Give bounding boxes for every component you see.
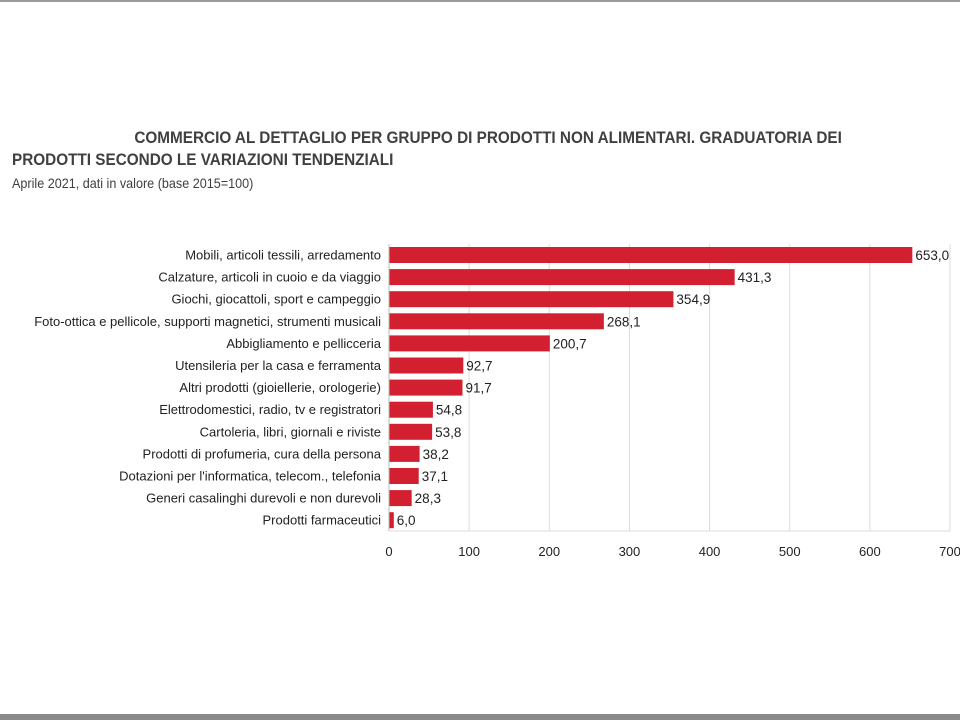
value-label: 92,7 bbox=[466, 359, 492, 374]
x-tick-label: 200 bbox=[538, 544, 560, 559]
x-tick-label: 400 bbox=[699, 544, 721, 559]
category-label: Abbigliamento e pellicceria bbox=[226, 336, 381, 351]
x-tick-label: 300 bbox=[619, 544, 641, 559]
category-label: Altri prodotti (gioiellerie, orologerie) bbox=[179, 380, 381, 395]
value-label: 268,1 bbox=[607, 314, 641, 329]
category-label: Prodotti farmaceutici bbox=[263, 513, 382, 528]
value-label: 6,0 bbox=[397, 513, 416, 528]
x-tick-label: 100 bbox=[458, 544, 480, 559]
category-label: Elettrodomestici, radio, tv e registrato… bbox=[159, 402, 381, 417]
bar bbox=[389, 401, 433, 418]
bar bbox=[389, 357, 464, 374]
bar bbox=[389, 291, 674, 308]
value-label: 53,8 bbox=[435, 425, 461, 440]
bar bbox=[389, 490, 412, 507]
category-label: Dotazioni per l'informatica, telecom., t… bbox=[119, 469, 382, 484]
x-tick-label: 700 bbox=[939, 544, 960, 559]
category-label: Generi casalinghi durevoli e non durevol… bbox=[146, 491, 381, 506]
value-label: 653,0 bbox=[915, 248, 949, 263]
category-label: Giochi, giocattoli, sport e campeggio bbox=[171, 292, 381, 307]
category-label: Cartoleria, libri, giornali e riviste bbox=[200, 424, 381, 439]
bar bbox=[389, 468, 419, 484]
x-tick-label: 500 bbox=[779, 544, 801, 559]
value-label: 200,7 bbox=[553, 336, 587, 351]
bar bbox=[389, 423, 433, 440]
category-label: Prodotti di profumeria, cura della perso… bbox=[143, 446, 382, 461]
category-label: Foto-ottica e pellicole, supporti magnet… bbox=[34, 314, 381, 329]
value-label: 38,2 bbox=[423, 447, 449, 462]
value-label: 431,3 bbox=[738, 270, 772, 285]
category-label: Calzature, articoli in cuoio e da viaggi… bbox=[158, 270, 381, 285]
value-label: 91,7 bbox=[465, 381, 491, 396]
chart-title: COMMERCIO AL DETTAGLIO PER GRUPPO DI PRO… bbox=[134, 128, 842, 147]
bar bbox=[389, 269, 735, 286]
bar bbox=[389, 445, 420, 462]
bar bbox=[389, 313, 604, 330]
x-tick-label: 600 bbox=[859, 544, 881, 559]
frame-top-border bbox=[0, 0, 960, 2]
value-label: 54,8 bbox=[436, 403, 462, 418]
chart-title-line2: PRODOTTI SECONDO LE VARIAZIONI TENDENZIA… bbox=[12, 150, 394, 169]
value-label: 28,3 bbox=[415, 491, 441, 506]
category-label: Mobili, articoli tessili, arredamento bbox=[185, 248, 381, 263]
bar bbox=[389, 247, 913, 263]
bar bbox=[389, 512, 394, 529]
frame-bottom-border bbox=[0, 714, 960, 720]
bar bbox=[389, 379, 463, 396]
bar bbox=[389, 335, 550, 352]
chart-subtitle: Aprile 2021, dati in valore (base 2015=1… bbox=[12, 175, 254, 191]
value-label: 354,9 bbox=[676, 292, 710, 307]
category-label: Utensileria per la casa e ferramenta bbox=[175, 358, 382, 373]
value-label: 37,1 bbox=[422, 469, 448, 484]
x-tick-label: 0 bbox=[385, 544, 392, 559]
